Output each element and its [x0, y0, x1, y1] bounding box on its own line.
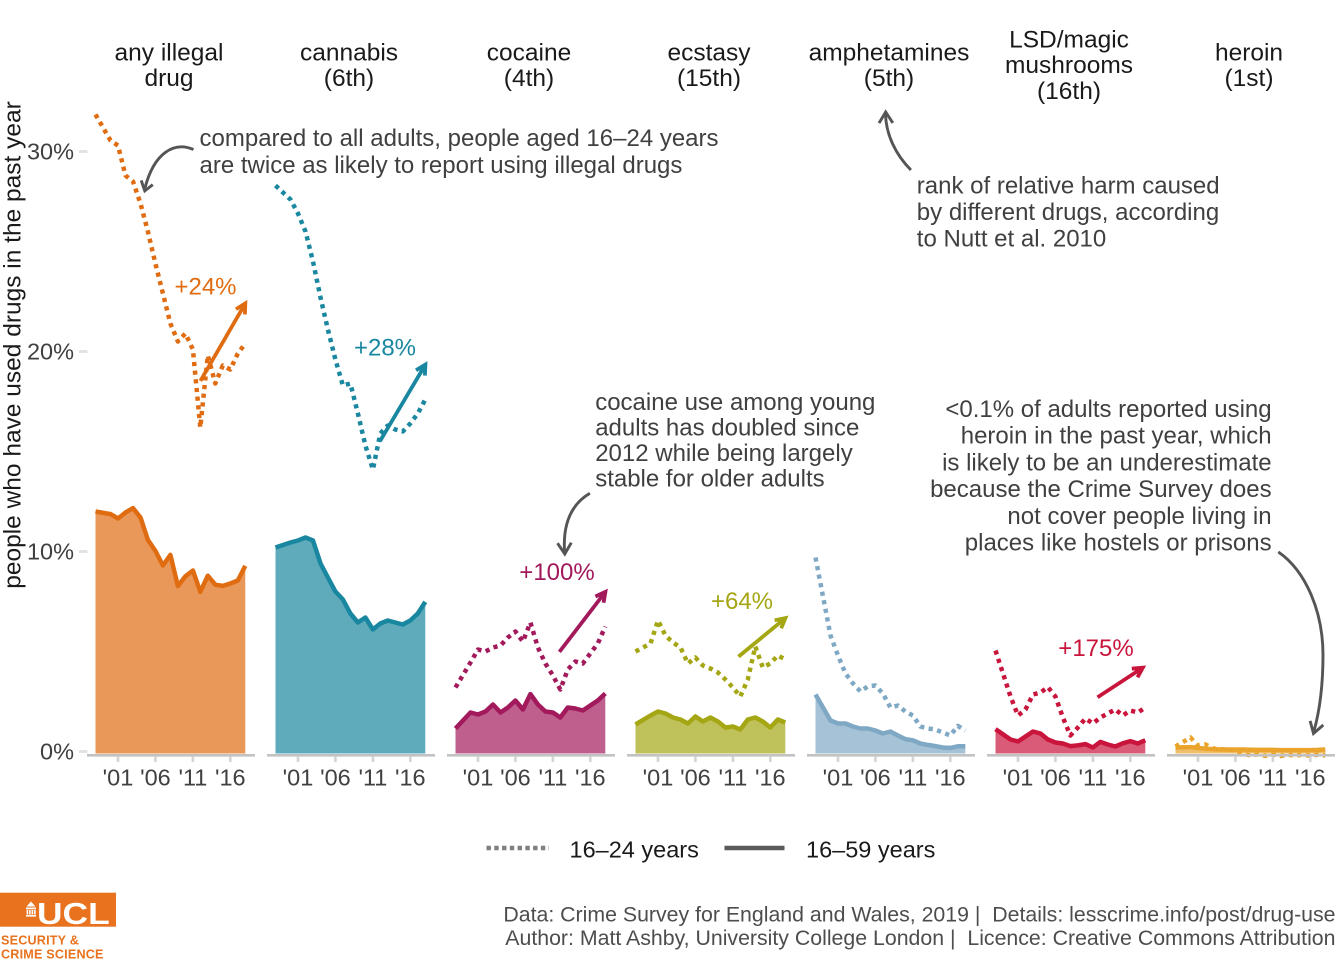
- svg-text:'06: '06: [680, 764, 711, 790]
- svg-text:'11: '11: [358, 764, 387, 790]
- svg-text:'06: '06: [1040, 764, 1071, 790]
- svg-text:(1st): (1st): [1225, 65, 1274, 92]
- svg-text:'11: '11: [718, 764, 747, 790]
- svg-text:are twice as likely to report: are twice as likely to report using ille…: [200, 152, 683, 179]
- svg-text:+28%: +28%: [354, 335, 416, 362]
- svg-text:not cover people living in: not cover people living in: [1007, 503, 1271, 530]
- svg-text:(4th): (4th): [504, 65, 554, 92]
- svg-text:(5th): (5th): [864, 65, 914, 92]
- svg-text:compared to all adults, people: compared to all adults, people aged 16–2…: [200, 125, 719, 152]
- svg-text:UCL: UCL: [37, 896, 110, 930]
- svg-text:10%: 10%: [27, 539, 74, 565]
- svg-text:'01: '01: [823, 764, 854, 790]
- svg-text:2012 while being largely: 2012 while being largely: [595, 440, 853, 467]
- svg-text:any illegal: any illegal: [115, 39, 224, 66]
- svg-text:'06: '06: [860, 764, 891, 790]
- svg-text:30%: 30%: [27, 139, 74, 165]
- svg-text:adults has doubled since: adults has doubled since: [595, 415, 859, 442]
- svg-text:heroin: heroin: [1215, 39, 1283, 66]
- svg-text:(16th): (16th): [1037, 78, 1101, 105]
- svg-text:'11: '11: [898, 764, 927, 790]
- svg-text:people who have used drugs in: people who have used drugs in the past y…: [0, 101, 27, 589]
- svg-text:drug: drug: [144, 65, 193, 92]
- svg-text:amphetamines: amphetamines: [809, 39, 970, 66]
- svg-text:'01: '01: [103, 764, 134, 790]
- svg-text:<0.1% of adults reported using: <0.1% of adults reported using: [945, 396, 1271, 423]
- svg-text:'11: '11: [538, 764, 567, 790]
- svg-text:(6th): (6th): [324, 65, 374, 92]
- svg-text:'16: '16: [755, 764, 786, 790]
- svg-text:'01: '01: [1183, 764, 1214, 790]
- svg-text:places like hostels or prisons: places like hostels or prisons: [965, 530, 1272, 557]
- svg-text:by different drugs, according: by different drugs, according: [917, 199, 1219, 226]
- svg-text:to Nutt et al. 2010: to Nutt et al. 2010: [917, 226, 1106, 253]
- svg-text:'06: '06: [500, 764, 531, 790]
- svg-text:'16: '16: [1115, 764, 1146, 790]
- svg-text:rank of relative harm caused: rank of relative harm caused: [917, 173, 1220, 200]
- svg-text:'01: '01: [463, 764, 494, 790]
- svg-text:'06: '06: [320, 764, 351, 790]
- svg-text:LSD/magic: LSD/magic: [1009, 26, 1129, 53]
- svg-text:heroin in the past year, which: heroin in the past year, which: [961, 423, 1272, 450]
- svg-text:+24%: +24%: [174, 274, 236, 301]
- svg-text:+175%: +175%: [1058, 635, 1133, 662]
- svg-text:'06: '06: [1220, 764, 1251, 790]
- svg-text:'16: '16: [395, 764, 426, 790]
- svg-text:'01: '01: [283, 764, 314, 790]
- svg-text:16–24 years: 16–24 years: [570, 837, 699, 863]
- svg-text:mushrooms: mushrooms: [1005, 52, 1133, 79]
- svg-text:'11: '11: [178, 764, 207, 790]
- svg-text:because the Crime Survey does: because the Crime Survey does: [930, 476, 1272, 503]
- svg-text:+64%: +64%: [711, 588, 773, 615]
- svg-text:'01: '01: [1003, 764, 1034, 790]
- svg-text:stable for older adults: stable for older adults: [595, 466, 824, 493]
- svg-text:16–59 years: 16–59 years: [806, 837, 935, 863]
- svg-text:SECURITY &: SECURITY &: [1, 934, 79, 948]
- svg-text:cocaine use among young: cocaine use among young: [595, 389, 875, 416]
- svg-text:'16: '16: [215, 764, 246, 790]
- svg-text:'11: '11: [1258, 764, 1287, 790]
- svg-text:+100%: +100%: [519, 559, 594, 586]
- svg-text:CRIME SCIENCE: CRIME SCIENCE: [1, 947, 104, 960]
- svg-text:'16: '16: [575, 764, 606, 790]
- svg-text:0%: 0%: [40, 739, 74, 765]
- svg-text:ecstasy: ecstasy: [667, 39, 751, 66]
- svg-text:cocaine: cocaine: [487, 39, 571, 66]
- svg-text:Data: Crime Survey for England: Data: Crime Survey for England and Wales…: [503, 903, 1335, 927]
- svg-text:'16: '16: [935, 764, 966, 790]
- svg-text:'06: '06: [140, 764, 171, 790]
- svg-text:'16: '16: [1295, 764, 1326, 790]
- svg-text:'01: '01: [643, 764, 674, 790]
- svg-text:(15th): (15th): [677, 65, 741, 92]
- svg-text:20%: 20%: [27, 339, 74, 365]
- svg-text:'11: '11: [1078, 764, 1107, 790]
- svg-text:Author: Matt Ashby, University: Author: Matt Ashby, University College L…: [505, 926, 1335, 950]
- svg-text:is likely to be an underestima: is likely to be an underestimate: [942, 449, 1272, 476]
- svg-text:cannabis: cannabis: [300, 39, 398, 66]
